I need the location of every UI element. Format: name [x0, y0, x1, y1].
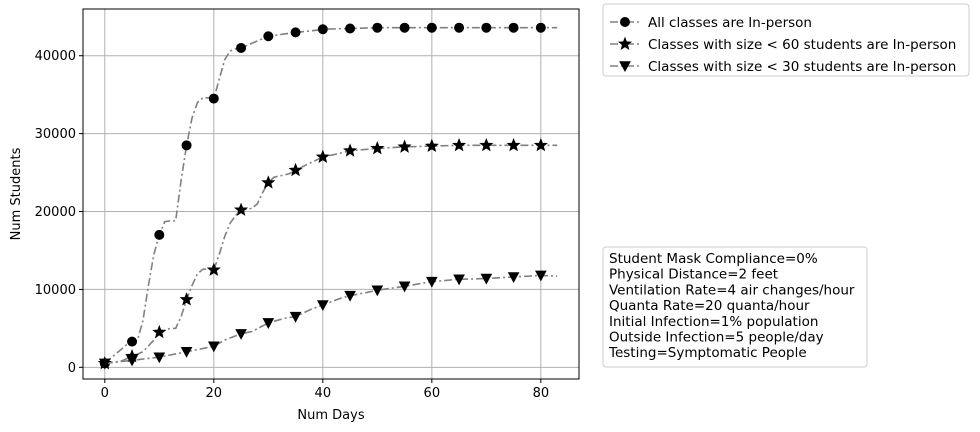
data-point	[533, 137, 548, 152]
info-line: Initial Infection=1% population	[609, 314, 818, 330]
data-point	[288, 162, 303, 177]
info-line: Ventilation Rate=4 air changes/hour	[609, 282, 855, 298]
data-point	[127, 336, 138, 347]
legend-item: Classes with size < 60 students are In-p…	[610, 36, 956, 53]
x-tick-label: 60	[424, 386, 441, 401]
series-line	[104, 26, 558, 365]
data-point	[454, 22, 465, 33]
series-line	[104, 274, 558, 365]
data-point	[535, 22, 546, 33]
data-point	[236, 42, 247, 53]
data-point	[261, 175, 276, 189]
series-2	[97, 137, 558, 370]
legend-label: Classes with size < 60 students are In-p…	[648, 37, 956, 53]
data-point	[207, 341, 220, 353]
data-point	[535, 270, 547, 282]
data-point	[315, 149, 330, 163]
info-line: Physical Distance=2 feet	[609, 267, 778, 283]
data-point	[399, 22, 410, 33]
data-point	[345, 23, 356, 34]
data-point	[424, 138, 439, 153]
data-point	[316, 300, 329, 312]
y-tick-label: 40000	[35, 49, 76, 64]
x-axis-label: Num Days	[297, 408, 364, 423]
data-point	[154, 229, 165, 240]
data-point	[397, 139, 412, 153]
data-point	[208, 93, 219, 104]
y-tick-label: 0	[68, 361, 76, 376]
data-point	[98, 358, 111, 370]
data-point	[262, 318, 275, 329]
data-point	[479, 137, 494, 152]
data-point	[180, 346, 193, 358]
data-point	[372, 22, 383, 33]
y-tick-label: 10000	[35, 283, 76, 298]
grid	[83, 9, 579, 379]
data-point	[344, 290, 356, 302]
legend: All classes are In-person Classes with si…	[602, 3, 970, 77]
data-point	[290, 27, 301, 38]
legend-item: All classes are In-person	[610, 15, 812, 31]
data-point	[508, 22, 519, 33]
y-axis-label: Num Students	[9, 147, 24, 240]
data-point	[181, 140, 192, 151]
info-box-frame	[602, 246, 868, 368]
legend-label: All classes are In-person	[648, 15, 812, 31]
data-point	[507, 272, 520, 284]
info-line: Quanta Rate=20 quanta/hour	[609, 298, 810, 314]
info-line: Student Mask Compliance=0%	[609, 251, 818, 267]
y-tick-label: 30000	[35, 127, 76, 142]
legend-marker	[619, 61, 631, 73]
y-tick-label: 20000	[35, 205, 76, 220]
data-point	[289, 311, 302, 323]
data-point	[506, 137, 521, 152]
data-point	[343, 143, 358, 157]
series-line	[104, 144, 558, 365]
data-point	[263, 31, 274, 42]
data-point	[452, 137, 467, 152]
data-point	[426, 22, 437, 33]
plot-frame	[82, 8, 580, 380]
data-point	[453, 274, 465, 286]
series-3	[98, 270, 558, 370]
series-layer	[97, 22, 558, 370]
x-tick-label: 40	[315, 386, 332, 401]
data-point	[152, 324, 167, 339]
data-point	[126, 355, 138, 367]
data-point	[317, 24, 328, 35]
data-point	[153, 352, 166, 364]
data-point	[481, 22, 492, 33]
x-tick-label: 0	[101, 386, 109, 401]
legend-label: Classes with size < 30 students are In-p…	[648, 59, 956, 75]
data-point	[234, 202, 249, 216]
series-1	[99, 22, 558, 369]
data-point	[235, 329, 247, 340]
legend-item: Classes with size < 30 students are In-p…	[610, 59, 956, 75]
x-tick-label: 80	[533, 386, 550, 401]
legend-marker	[617, 36, 633, 50]
x-tick-label: 20	[206, 386, 223, 401]
data-point	[206, 262, 221, 276]
data-point	[480, 273, 493, 285]
data-point	[425, 276, 438, 288]
data-point	[179, 292, 194, 306]
legend-marker	[620, 17, 630, 27]
data-point	[371, 285, 384, 297]
info-line: Testing=Symptomatic People	[608, 345, 807, 361]
data-point	[370, 141, 385, 155]
info-line: Outside Infection=5 people/day	[609, 330, 824, 346]
data-point	[398, 281, 411, 293]
axis-ticks: 0 20 40 60 80 0 10000 20000 30000 40000	[35, 49, 549, 401]
legend-frame	[602, 3, 970, 77]
parameters-box: Student Mask Compliance=0%Physical Dista…	[602, 246, 868, 368]
